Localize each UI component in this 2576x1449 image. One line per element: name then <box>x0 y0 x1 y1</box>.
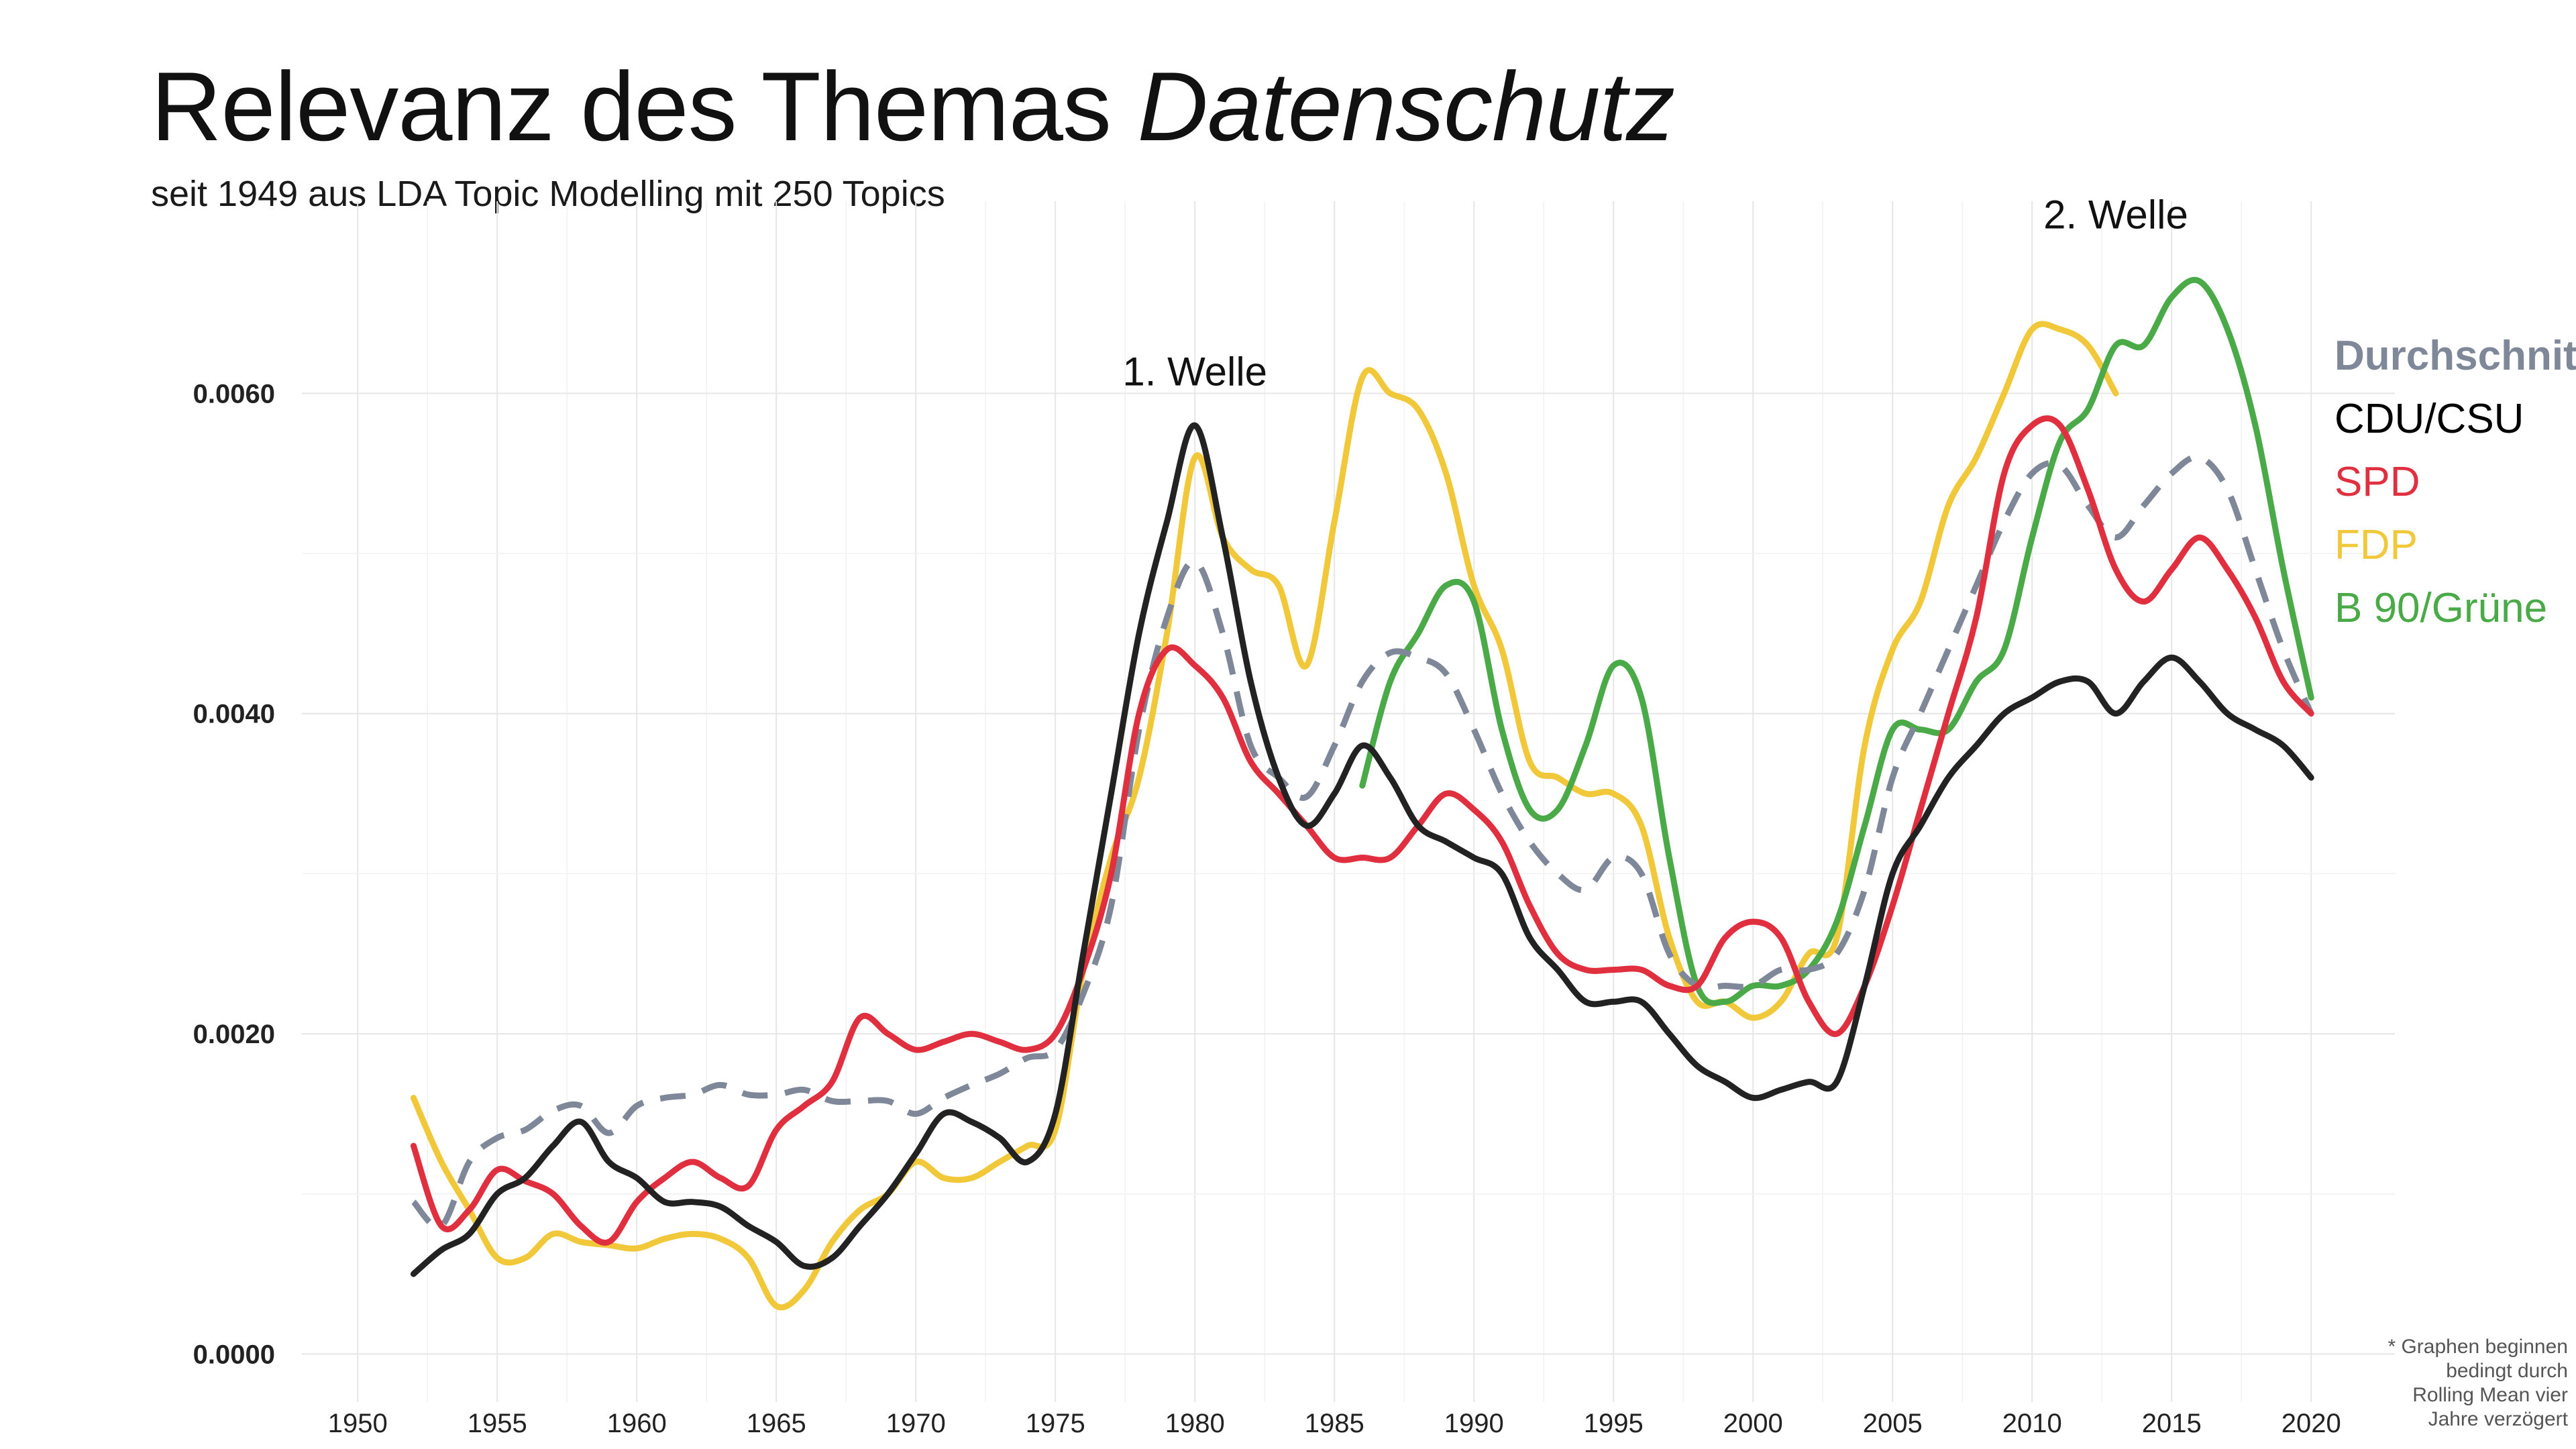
x-tick-label: 2015 <box>2142 1409 2202 1438</box>
x-tick-label: 1980 <box>1165 1409 1225 1438</box>
y-tick-label: 0.0040 <box>193 700 275 729</box>
chart-title: Relevanz des Themas Datenschutz <box>151 58 1675 156</box>
footnote: * Graphen beginnen bedingt durch Rolling M… <box>2387 1335 2568 1432</box>
legend-item-spd: SPD <box>2334 459 2420 505</box>
x-tick-label: 1970 <box>886 1409 946 1438</box>
chart-title-main: Relevanz des Themas <box>151 52 1112 161</box>
annotation-wave-1: 1. Welle <box>1122 349 1267 394</box>
footnote-line: Rolling Mean vier <box>2412 1384 2568 1406</box>
x-tick-label: 1955 <box>468 1409 527 1438</box>
x-tick-label: 1975 <box>1026 1409 1085 1438</box>
footnote-line: Jahre verzögert <box>2428 1408 2568 1430</box>
legend: Durchschnitt CDU/CSU SPD FDP B 90/Grüne <box>2334 335 2576 651</box>
x-tick-label: 2000 <box>1723 1409 1783 1438</box>
x-tick-label: 1960 <box>607 1409 667 1438</box>
footnote-line: * Graphen beginnen <box>2387 1336 2568 1358</box>
series-lines <box>410 276 2314 1311</box>
series-line-spd <box>410 415 2314 1246</box>
x-tick-label: 1995 <box>1584 1409 1644 1438</box>
x-tick-label: 1985 <box>1305 1409 1364 1438</box>
legend-item-cdu-csu: CDU/CSU <box>2334 396 2524 442</box>
axis-ticks: 1950 1955 1960 1965 1970 1975 1980 1985 1990 1995… <box>193 379 2341 1438</box>
y-tick-label: 0.0060 <box>193 379 275 409</box>
x-tick-label: 1965 <box>747 1409 806 1438</box>
x-tick-label: 2020 <box>2282 1409 2341 1438</box>
annotations: 1. Welle 2. Welle <box>1122 193 2188 394</box>
y-tick-label: 0.0020 <box>193 1020 275 1049</box>
x-tick-label: 2005 <box>1863 1409 1923 1438</box>
series-line-durchschnitt <box>411 453 2314 1230</box>
legend-item-fdp: FDP <box>2334 522 2418 568</box>
series-line-b-90-gr-ne <box>1359 276 2314 1006</box>
series-line-cdu-csu <box>410 422 2314 1277</box>
x-tick-label: 1950 <box>328 1409 388 1438</box>
legend-item-durchschnitt: Durchschnitt <box>2334 333 2576 379</box>
x-tick-label: 2010 <box>2002 1409 2062 1438</box>
x-tick-label: 1990 <box>1444 1409 1504 1438</box>
y-tick-label: 0.0000 <box>193 1340 275 1369</box>
chart-title-emphasis: Datenschutz <box>1137 52 1676 161</box>
legend-item-b-90-gr-ne: B 90/Grüne <box>2334 585 2548 631</box>
grid-lines <box>302 201 2395 1402</box>
footnote-line: bedingt durch <box>2446 1360 2568 1382</box>
chart-subtitle: seit 1949 aus LDA Topic Modelling mit 25… <box>151 174 945 214</box>
annotation-wave-2: 2. Welle <box>2043 193 2188 237</box>
